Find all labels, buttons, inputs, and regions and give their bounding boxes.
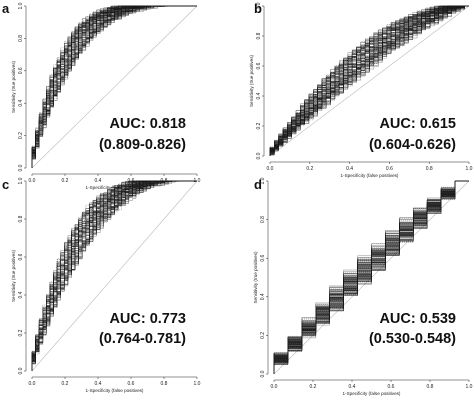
y-tick-label: 0.4 (260, 293, 266, 300)
auc-value: AUC: 0.818 (109, 116, 186, 132)
y-tick-label: 1.0 (18, 177, 24, 184)
roc-curve (269, 5, 469, 156)
roc-curve (269, 5, 469, 156)
roc-curve (269, 5, 469, 156)
x-tick-label: 0.2 (310, 384, 317, 390)
roc-curve (31, 180, 197, 371)
y-tick-label: 0.8 (18, 215, 24, 222)
y-tick-label: 0.8 (18, 35, 24, 42)
y-tick-label: 0.6 (256, 62, 262, 69)
panel-letter-b: b (254, 1, 262, 16)
auc-ci: (0.764-0.781) (99, 331, 186, 347)
x-tick-label: 0.0 (271, 384, 278, 390)
roc-curve (269, 5, 469, 156)
y-tick-label: 0.2 (18, 132, 24, 139)
reference-diagonal (31, 180, 198, 372)
roc-curve (273, 180, 469, 374)
x-axis-label: 1-Specificity (false positives) (343, 391, 401, 396)
auc-value: AUC: 0.539 (379, 311, 456, 327)
y-tick-label: 0.2 (18, 329, 24, 336)
y-tick-label: 0.0 (256, 152, 262, 159)
x-tick-label: 0.6 (388, 384, 395, 390)
y-axis-label: Sensitivity (true positives) (11, 60, 16, 113)
x-tick-label: 0.6 (128, 381, 135, 387)
x-axis-label: 1-Specificity (false positives) (341, 173, 399, 178)
x-tick-label: 1.0 (194, 381, 201, 387)
y-tick-label: 0.0 (260, 370, 266, 377)
y-tick-label: 0.8 (256, 32, 262, 39)
panel-a: a0.00.00.20.20.40.40.60.60.80.81.01.01-S… (2, 1, 201, 190)
y-tick-label: 0.0 (18, 367, 24, 374)
roc-curve (31, 180, 197, 371)
x-tick-label: 0.4 (95, 178, 102, 184)
roc-curve (269, 5, 469, 156)
x-tick-label: 0.2 (62, 381, 69, 387)
y-axis-label: Sensitivity (true positives) (249, 54, 254, 107)
panel-b: b 0.0 0.0 0.2 0.2 0.4 0.4 0.6 0.6 0.8 0.8 1.0 1.0 1-S… (249, 1, 473, 178)
roc-curve (31, 180, 197, 371)
y-tick-label: 0.4 (18, 291, 24, 298)
y-axis-label: Sensitivity (true positives) (11, 249, 16, 302)
x-tick-label: 0.2 (306, 166, 313, 172)
y-tick-label: 0.6 (18, 253, 24, 260)
reference-diagonal (31, 5, 198, 169)
auc-ci: (0.809-0.826) (99, 137, 186, 153)
y-tick-label: 1.0 (18, 2, 24, 9)
roc-curve (31, 5, 197, 168)
x-tick-label: 0.8 (427, 384, 434, 390)
x-tick-label: 0.4 (349, 384, 356, 390)
panel-c: c 0.0 0.0 0.2 0.2 0.4 0.4 0.6 0.6 0.8 0.8 1.0 1.0 1-S… (2, 177, 201, 393)
auc-ci: (0.604-0.626) (369, 137, 456, 153)
roc-curve (269, 5, 469, 156)
y-tick-label: 0.6 (18, 67, 24, 74)
x-axis-label: 1-Specificity (false positives) (86, 388, 144, 393)
x-tick-label: 0.8 (161, 381, 168, 387)
panel-letter-a: a (2, 1, 10, 16)
x-tick-label: 1.0 (466, 384, 473, 390)
y-tick-label: 0.4 (256, 92, 262, 99)
y-tick-label: 1.0 (256, 2, 262, 9)
x-tick-label: 0.4 (346, 166, 353, 172)
roc-curve (31, 180, 197, 371)
x-tick-label: 0.2 (62, 178, 69, 184)
panel-letter-c: c (2, 177, 9, 192)
x-tick-label: 0.8 (426, 166, 433, 172)
reference-diagonal (269, 5, 470, 157)
auc-value: AUC: 0.773 (109, 311, 186, 327)
x-tick-label: 0.0 (29, 381, 36, 387)
x-tick-label: 0.0 (29, 178, 36, 184)
roc-curve (273, 180, 469, 374)
y-tick-label: 0.2 (260, 332, 266, 339)
roc-curve (273, 180, 469, 374)
x-tick-label: 1.0 (466, 166, 473, 172)
y-axis-label: Sensitivity (true positives) (253, 251, 258, 304)
x-tick-label: 0.0 (267, 166, 274, 172)
roc-curve (269, 5, 469, 156)
panel-d: d 0.0 0.0 0.2 0.2 0.4 0.4 0.6 0.6 0.8 0.8 1.0 1.0 1-S… (253, 177, 473, 396)
y-tick-label: 0.6 (260, 255, 266, 262)
y-tick-label: 0.4 (18, 100, 24, 107)
x-tick-label: 1.0 (194, 178, 201, 184)
auc-ci: (0.530-0.548) (369, 331, 456, 347)
auc-value: AUC: 0.615 (379, 116, 456, 132)
roc-curve (31, 5, 197, 168)
y-tick-label: 1.0 (260, 177, 266, 184)
y-tick-label: 0.2 (256, 122, 262, 129)
y-tick-label: 0.0 (18, 164, 24, 171)
x-tick-label: 0.6 (386, 166, 393, 172)
panel-letter-d: d (254, 177, 262, 192)
roc-curve (269, 5, 469, 156)
x-tick-label: 0.4 (95, 381, 102, 387)
y-tick-label: 0.8 (260, 216, 266, 223)
roc-curve (269, 5, 469, 156)
